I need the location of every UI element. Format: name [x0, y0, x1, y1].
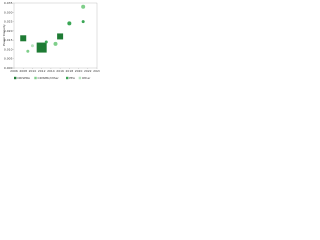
- legend-label: PEA: [69, 76, 76, 80]
- plot-frame: [13, 2, 98, 69]
- y-tick-label: 0.010: [4, 47, 13, 51]
- point: [44, 40, 48, 44]
- legend-label: CRISPRi/Other: [38, 76, 60, 80]
- y-tick-label: 0.005: [4, 57, 13, 61]
- x-tick-label: 2016: [56, 69, 64, 73]
- y-tick-label: 0.000: [4, 66, 13, 70]
- x-tick-label: 2012: [38, 69, 46, 73]
- legend-label: CRISPRA: [17, 76, 31, 80]
- x-tick-label: 2008: [19, 69, 27, 73]
- x-tick-label: 2014: [47, 69, 55, 73]
- y-tick-label: 0.020: [4, 29, 13, 33]
- y-axis-label: Power Density: [2, 24, 6, 46]
- x-tick-label: 2010: [29, 69, 37, 73]
- x-tick-label: 2018: [66, 69, 74, 73]
- legend-label: Other: [82, 76, 91, 80]
- point: [81, 20, 85, 24]
- legend-swatch: [78, 76, 82, 80]
- y-tick-label: 0.035: [4, 1, 13, 5]
- legend-swatch: [14, 76, 17, 80]
- y-tick-label: 0.015: [4, 38, 13, 42]
- point: [81, 4, 86, 9]
- y-tick-label: 0.025: [4, 20, 13, 24]
- x-tick-label: 2020: [75, 69, 83, 73]
- legend-swatch: [66, 76, 69, 80]
- x-tick-label: 2024: [93, 69, 100, 73]
- x-tick-label: 2006: [10, 69, 18, 73]
- point: [67, 21, 72, 26]
- legend-swatch: [34, 76, 37, 80]
- point: [36, 42, 47, 53]
- point: [57, 33, 64, 40]
- point: [30, 44, 34, 48]
- y-tick-label: 0.030: [4, 10, 13, 14]
- x-tick-label: 2022: [84, 69, 92, 73]
- point: [53, 41, 58, 46]
- point: [26, 49, 30, 53]
- point: [20, 35, 27, 42]
- chart: Power Density 0.000 0.005 0.010 0.015 0.020 0…: [2, 1, 100, 80]
